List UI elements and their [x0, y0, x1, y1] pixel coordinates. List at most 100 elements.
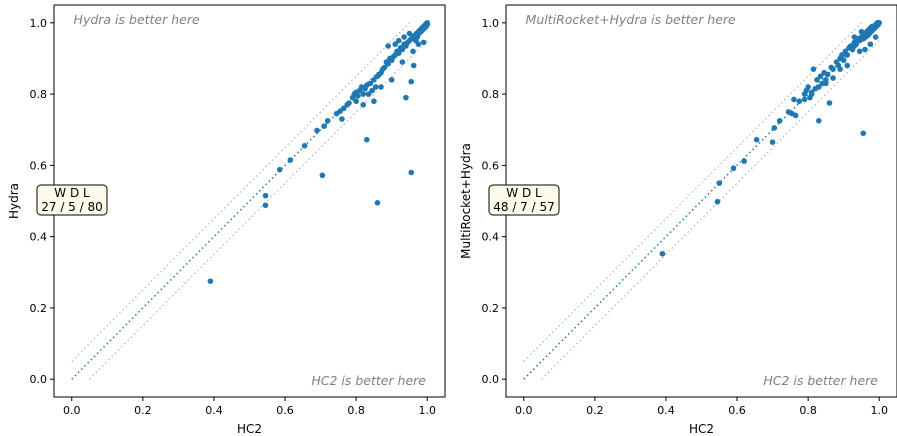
y-tick-label: 0.2 [30, 302, 48, 315]
scatter-point [771, 125, 778, 131]
scatter-point [810, 66, 817, 72]
scatter-point [324, 118, 331, 124]
scatter-point [415, 41, 422, 47]
x-tick-label: 0.8 [799, 404, 817, 417]
scatter-point [371, 98, 377, 105]
y-axis-label: MultiRocket+Hydra [459, 143, 473, 259]
scatter-point [792, 112, 799, 119]
scatter-point [372, 84, 379, 90]
scatter-point [346, 100, 352, 106]
scatter-point [423, 20, 430, 27]
scatter-point [207, 278, 214, 284]
x-tick-label: 0.0 [63, 404, 81, 417]
lower-band-line [541, 40, 880, 380]
scatter-point [369, 87, 375, 94]
scatter-point [659, 250, 666, 257]
chart-panel-hc2-vs-multirocket-hydra: 0.0 0.2 0.4 0.6 0.8 1.0 0.0 0.2 0.4 0.6 0.8 1.0 HC2 M… [459, 4, 897, 436]
scatter-point [401, 34, 407, 40]
x-tick-label: 0.6 [728, 404, 746, 417]
lower-band-line [89, 40, 428, 380]
x-tick-label: 1.0 [418, 404, 436, 417]
scatter-point [844, 62, 851, 69]
scatter-point [776, 118, 783, 124]
scatter-point [395, 37, 402, 44]
scatter-point [867, 41, 874, 47]
scatter-point [826, 100, 833, 106]
wdl-values: 48 / 7 / 57 [493, 200, 555, 214]
scatter-point [796, 98, 803, 105]
y-tick-label: 0.6 [482, 159, 500, 172]
scatter-point [769, 139, 776, 145]
scatter-point [824, 71, 831, 78]
scatter-point [319, 172, 326, 179]
wdl-box [36, 184, 108, 216]
scatter-point [817, 73, 824, 80]
scatter-point [365, 91, 372, 97]
y-tick-label: 0.4 [482, 231, 500, 244]
x-tick-label: 0.2 [586, 404, 604, 417]
scatter-point [714, 198, 721, 205]
scatter-point [410, 48, 416, 55]
x-tick-label: 0.0 [515, 404, 533, 417]
scatter-point [862, 46, 868, 53]
scatter-point [399, 46, 406, 53]
scatter-point [403, 94, 409, 101]
scatter-point [314, 127, 320, 134]
scatter-point [808, 89, 815, 96]
scatter-point [276, 166, 283, 173]
scatter-point [360, 101, 367, 108]
scatter-point [805, 84, 811, 90]
y-tick-label: 0.4 [30, 231, 48, 244]
scatter-point [371, 77, 377, 83]
y-tick-label: 0.8 [30, 88, 48, 101]
scatter-point [406, 30, 413, 37]
scatter-point [730, 165, 737, 172]
wdl-box [488, 184, 560, 216]
scatter-point [741, 158, 747, 164]
scatter-point [816, 84, 822, 90]
scatter-point [262, 202, 269, 209]
scatter-point [367, 80, 374, 87]
scatter-point [753, 136, 760, 143]
upper-region-note: Hydra is better here [74, 12, 200, 27]
wdl-values: 27 / 5 / 80 [41, 200, 103, 214]
scatter-point [339, 116, 345, 122]
scatter-point [374, 199, 381, 206]
upper-region-note: MultiRocket+Hydra is better here [526, 12, 737, 27]
scatter-point [840, 57, 847, 64]
scatter-point [381, 64, 388, 71]
scatter-point [837, 66, 843, 72]
scatter-point [716, 180, 723, 186]
x-tick-label: 1.0 [870, 404, 888, 417]
x-tick-label: 0.8 [347, 404, 365, 417]
scatter-point [801, 96, 808, 103]
upper-band-line [523, 22, 862, 362]
scatter-point [830, 66, 836, 72]
diagonal-line [71, 22, 428, 380]
x-tick-label: 0.6 [276, 404, 294, 417]
wdl-header: W D L [54, 186, 90, 200]
x-tick-label: 0.4 [205, 404, 223, 417]
scatter-point [385, 43, 391, 49]
scatter-point [830, 75, 836, 81]
y-tick-label: 0.2 [482, 302, 500, 315]
scatter-point [378, 84, 384, 90]
scatter-point [321, 123, 327, 129]
y-tick-label: 0.0 [482, 373, 500, 386]
scatter-point [858, 28, 865, 35]
y-axis-label: Hydra [7, 183, 21, 219]
scatter-point [823, 80, 829, 87]
scatter-point [395, 50, 402, 56]
scatter-point [872, 34, 879, 40]
scatter-point [875, 21, 882, 27]
y-tick-label: 0.0 [30, 373, 48, 386]
scatter-point [388, 77, 395, 83]
scatter-point [392, 41, 399, 47]
scatter-point [420, 39, 427, 46]
y-tick-label: 0.6 [30, 159, 48, 172]
x-axis-label: HC2 [237, 422, 262, 436]
scatter-point [355, 93, 361, 99]
scatter-point [353, 98, 359, 105]
lower-region-note: HC2 is better here [763, 373, 878, 388]
